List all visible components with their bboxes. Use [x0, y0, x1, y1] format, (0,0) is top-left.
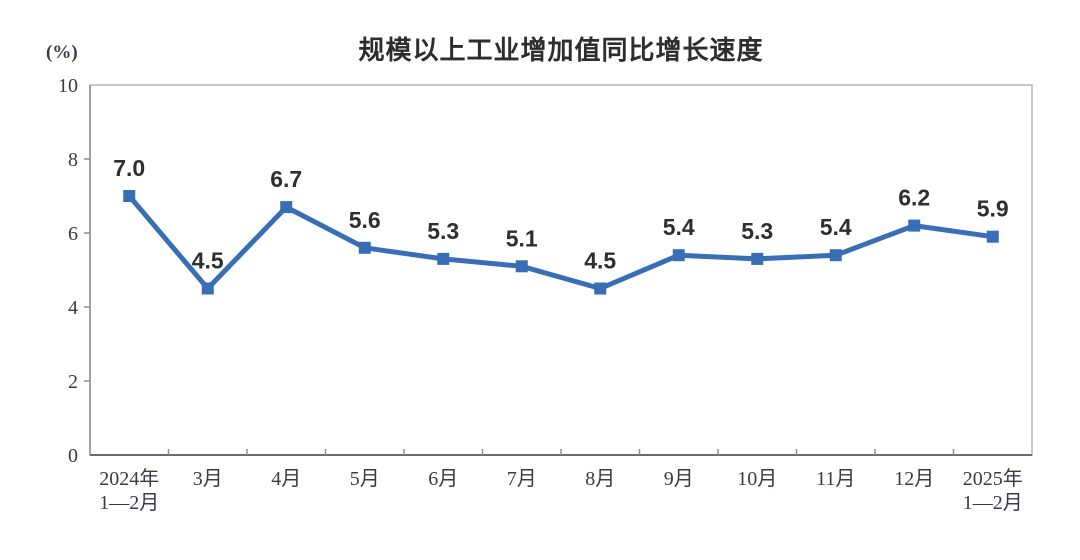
data-point-marker — [829, 249, 842, 262]
data-point-marker — [672, 249, 685, 262]
y-axis-tick-label: 6 — [68, 223, 78, 245]
y-axis-tick-label: 2 — [68, 371, 78, 393]
data-point-label: 5.3 — [427, 218, 459, 244]
data-point-label: 6.2 — [898, 185, 930, 211]
x-axis-tick-label: 12月 — [894, 468, 934, 490]
data-point-label: 4.5 — [584, 248, 616, 274]
data-point-marker — [515, 260, 528, 273]
data-point-marker — [594, 282, 607, 295]
y-axis-tick-label: 10 — [58, 75, 78, 97]
data-point-label: 5.1 — [506, 225, 538, 251]
chart-title: 规模以上工业增加值同比增长速度 — [358, 35, 764, 65]
x-axis-tick-label: 9月 — [664, 468, 694, 490]
y-axis-tick-label: 4 — [68, 297, 78, 319]
plot-frame — [89, 84, 1033, 456]
x-axis-tick-label: 4月 — [271, 468, 301, 490]
x-axis-tick-label: 2025年 1—2月 — [963, 467, 1023, 514]
data-point-marker — [201, 282, 214, 295]
data-point-label: 5.4 — [663, 214, 695, 240]
data-point-marker — [123, 190, 136, 202]
y-axis-unit-label: (%) — [46, 42, 78, 63]
x-axis-tick-label: 7月 — [507, 468, 537, 490]
x-axis-tick-label: 10月 — [737, 468, 777, 490]
data-point-marker — [986, 230, 999, 243]
data-point-label: 5.4 — [820, 214, 852, 240]
x-axis-tick-label: 6月 — [428, 468, 458, 490]
data-point-label: 5.9 — [977, 196, 1009, 222]
data-point-marker — [908, 219, 921, 232]
data-point-label: 5.3 — [741, 218, 773, 244]
series-line — [126, 193, 996, 291]
data-point-label: 4.5 — [192, 248, 224, 274]
y-axis-tick-label: 8 — [68, 149, 78, 171]
x-axis-tick-label: 5月 — [350, 468, 380, 490]
data-point-marker — [358, 241, 371, 254]
data-point-label: 7.0 — [113, 155, 145, 181]
data-point-label: 6.7 — [270, 166, 302, 192]
x-axis-tick-label: 11月 — [816, 468, 855, 490]
x-axis-tick-label: 2024年 1—2月 — [99, 467, 159, 514]
data-point-marker — [280, 201, 293, 214]
data-point-label: 5.6 — [349, 207, 381, 233]
data-point-marker — [751, 252, 764, 265]
data-point-marker — [437, 252, 450, 265]
x-axis-tick-label: 8月 — [585, 468, 615, 490]
y-axis-tick-label: 0 — [68, 445, 78, 467]
x-axis-tick-label: 3月 — [193, 468, 223, 490]
